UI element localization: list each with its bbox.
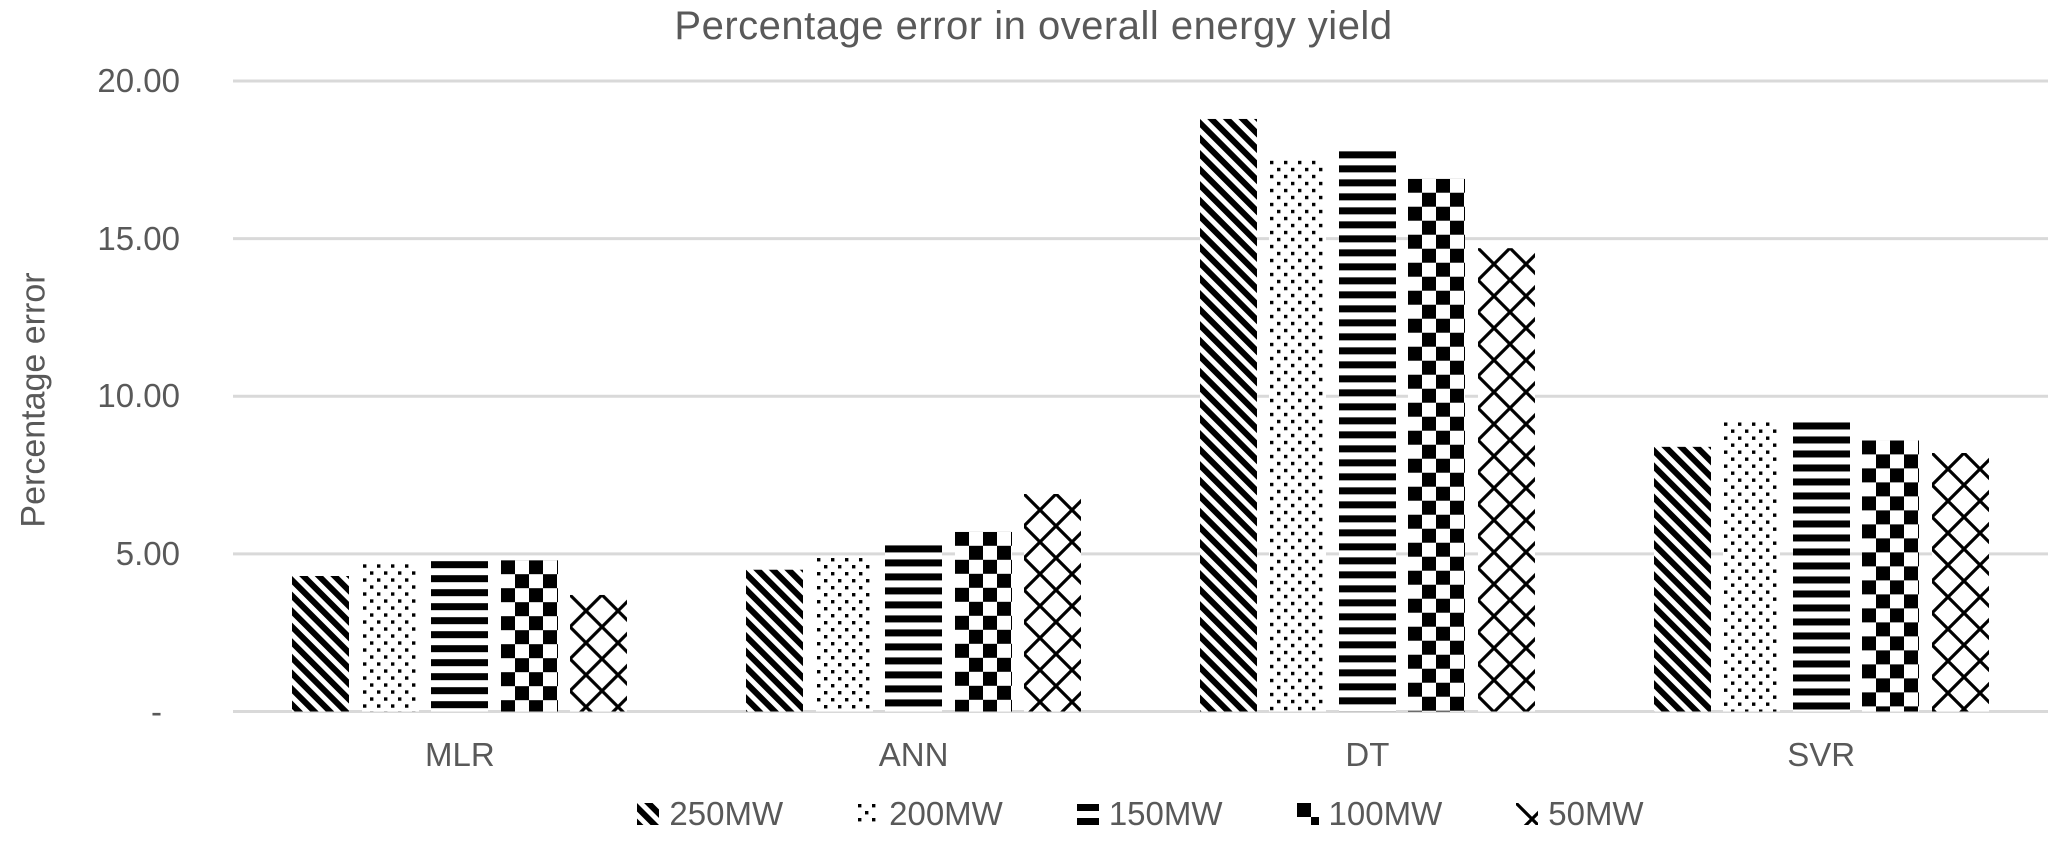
legend-label: 50MW	[1548, 795, 1644, 832]
legend-label: 200MW	[889, 795, 1003, 832]
bar-50MW-DT	[1478, 248, 1535, 712]
legend-label: 150MW	[1108, 795, 1223, 832]
x-axis-label-SVR: SVR	[1787, 736, 1856, 773]
y-tick-label-20.00: 20.00	[97, 62, 180, 99]
bar-250MW-ANN	[746, 569, 803, 712]
bar-250MW-DT	[1200, 118, 1257, 712]
bar-100MW-SVR	[1862, 440, 1919, 712]
bar-200MW-ANN	[816, 557, 873, 712]
bar-200MW-MLR	[362, 563, 419, 712]
y-tick-label-10.00: 10.00	[97, 377, 180, 415]
legend-item-150MW: 150MW	[1076, 795, 1223, 833]
legend: 250MW 200MW 150MW 100MW 50MW	[233, 795, 2048, 833]
bar-150MW-ANN	[885, 544, 942, 712]
bar-100MW-DT	[1408, 178, 1465, 712]
y-tick-label-15.00: 15.00	[97, 219, 180, 257]
legend-item-50MW: 50MW	[1516, 795, 1644, 833]
chart-title: Percentage error in overall energy yield	[674, 4, 1393, 48]
legend-label: 250MW	[669, 795, 784, 832]
legend-item-200MW: 200MW	[857, 795, 1003, 833]
legend-item-100MW: 100MW	[1296, 795, 1443, 833]
legend-swatch-icon	[1296, 803, 1319, 825]
legend-label: 100MW	[1328, 795, 1443, 832]
y-tick-label--: -	[151, 692, 162, 730]
legend-swatch-icon	[637, 803, 660, 825]
x-axis-label-MLR: MLR	[425, 736, 495, 773]
legend-item-250MW: 250MW	[637, 795, 783, 833]
bar-100MW-ANN	[955, 531, 1012, 712]
bar-50MW-MLR	[570, 594, 627, 712]
x-axis-label-DT: DT	[1345, 736, 1390, 773]
legend-swatch-icon	[1516, 803, 1539, 825]
bar-250MW-SVR	[1654, 446, 1711, 712]
bar-100MW-MLR	[501, 560, 558, 712]
y-tick-label-5.00: 5.00	[115, 534, 180, 572]
bar-200MW-SVR	[1723, 421, 1780, 712]
bar-150MW-MLR	[431, 560, 488, 712]
legend-swatch-icon	[1076, 803, 1099, 825]
bar-250MW-MLR	[292, 575, 349, 712]
bar-150MW-DT	[1339, 150, 1396, 712]
bar-50MW-SVR	[1932, 452, 1989, 712]
bar-150MW-SVR	[1793, 421, 1850, 712]
bar-200MW-DT	[1269, 159, 1326, 712]
bars-group	[292, 118, 1989, 712]
x-axis-label-ANN: ANN	[878, 736, 949, 773]
legend-swatch-icon	[857, 803, 880, 825]
bar-50MW-ANN	[1024, 493, 1081, 712]
